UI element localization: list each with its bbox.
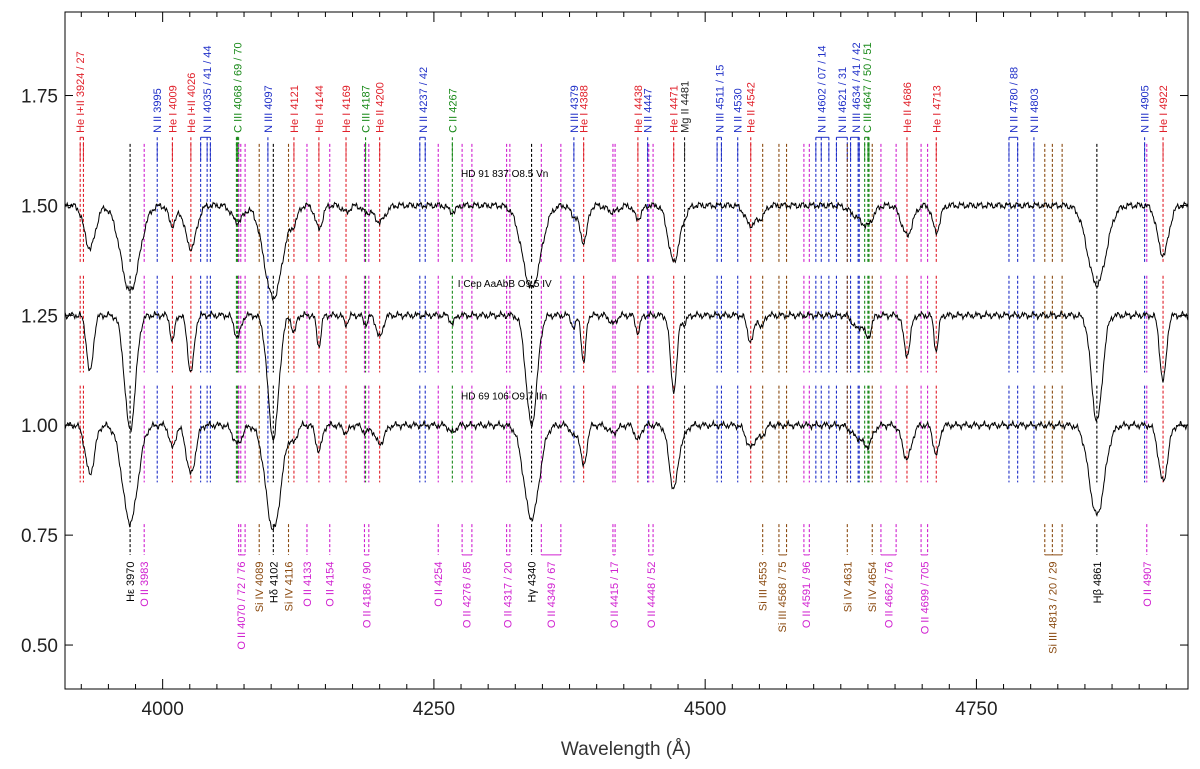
top-line-label: N II 4780 / 88 <box>1008 67 1020 133</box>
bottom-line-label: Si III 4813 / 20 / 29 <box>1047 562 1059 654</box>
bottom-line-label: O II 4154 <box>325 562 337 607</box>
top-line-label: He I 4169 <box>341 85 353 133</box>
top-line-label: C III 4187 <box>361 85 373 133</box>
line-marks-layer <box>79 136 1164 556</box>
top-line-label: N III 4634 / 41 / 42 <box>851 42 863 133</box>
bottom-line-label: Hε 3970 <box>125 562 137 602</box>
y-tick-label: 1.75 <box>21 87 58 108</box>
top-line-label: N II 4530 <box>733 88 745 133</box>
top-line-label: N II 4447 <box>643 88 655 133</box>
bottom-line-label: O II 4070 / 72 / 76 <box>236 562 248 650</box>
top-line-label: N III 4905 <box>1140 85 1152 133</box>
x-tick-label: 4500 <box>684 699 726 720</box>
top-line-label: N II 4803 <box>1029 88 1041 133</box>
bottom-line-label: O II 4276 / 85 <box>461 562 473 629</box>
series-label: I Cep AaAbB O9.5 IV <box>458 279 552 290</box>
top-line-label: He I 4009 <box>167 85 179 133</box>
series-label: HD 69 106 O9.7 IIn <box>461 392 547 403</box>
top-line-label: He I 4388 <box>579 85 591 133</box>
top-line-label: Mg II 4481 <box>680 81 692 133</box>
top-line-label: He I 4713 <box>931 85 943 133</box>
bottom-line-label: Si III 4553 <box>758 562 770 612</box>
bottom-line-label: O II 3983 <box>139 562 151 607</box>
top-line-label: He II 4542 <box>746 82 758 133</box>
top-line-label: N III 4097 <box>263 85 275 133</box>
bottom-line-label: O II 4448 / 52 <box>646 562 658 629</box>
top-line-label: N II 4602 / 07 / 14 <box>816 45 828 132</box>
bottom-line-label: Hβ 4861 <box>1092 562 1104 604</box>
top-line-label: He I 4438 <box>633 85 645 133</box>
spectrum-line <box>64 309 1189 442</box>
spectra-layer <box>64 200 1189 531</box>
x-tick-label: 4750 <box>955 699 997 720</box>
top-line-label: He II 4686 <box>902 82 914 133</box>
bottom-line-label: Si IV 4654 <box>867 562 879 613</box>
x-tick-label: 4250 <box>413 699 455 720</box>
top-line-label: C II 4267 <box>447 88 459 133</box>
y-tick-label: 1.25 <box>21 306 58 327</box>
bottom-line-label: Si IV 4089 <box>254 562 266 613</box>
y-tick-label: 1.00 <box>21 416 58 437</box>
plot-frame <box>64 11 1189 690</box>
series-label: HD 91 837 O8.5 Vn <box>461 169 548 180</box>
bottom-line-label: O II 4415 / 17 <box>609 562 621 629</box>
bottom-line-label: O II 4349 / 67 <box>546 562 558 629</box>
top-line-label: C III 4647 / 50 / 51 <box>862 42 874 133</box>
bottom-line-label: O II 4907 <box>1142 562 1154 607</box>
axes-layer <box>64 11 1189 690</box>
spectrum-line <box>64 200 1189 302</box>
x-axis-label: Wavelength (Å) <box>561 739 691 760</box>
bottom-line-label: Si III 4568 / 75 <box>777 562 789 633</box>
bottom-line-label: O II 4699 / 705 <box>919 562 931 635</box>
bottom-line-label: Hγ 4340 <box>527 562 539 603</box>
bottom-line-label: O II 4133 <box>302 562 314 607</box>
top-line-label: N II 3995 <box>152 88 164 133</box>
top-line-label: He I 4471 <box>669 85 681 133</box>
bottom-line-label: Si IV 4116 <box>284 562 296 612</box>
top-line-label: He II 4200 <box>375 82 387 133</box>
bottom-line-label: Si IV 4631 <box>842 562 854 613</box>
bottom-line-label: Hδ 4102 <box>268 562 280 604</box>
top-line-label: N II 4621 / 31 <box>837 67 849 133</box>
bottom-line-label: O II 4317 / 20 <box>503 562 515 629</box>
bottom-line-label: O II 4186 / 90 <box>362 562 374 629</box>
y-tick-label: 0.75 <box>21 526 58 547</box>
line-labels-layer: He I+II 3924 / 27 N II 3995 He I 4009 He I+… <box>75 42 1170 653</box>
spectrum-line <box>64 419 1189 531</box>
y-tick-label: 0.50 <box>21 636 58 657</box>
x-tick-label: 4000 <box>142 699 184 720</box>
bottom-line-label: O II 4254 <box>433 562 445 607</box>
bottom-line-label: O II 4662 / 76 <box>884 562 896 629</box>
top-line-label: He I 4922 <box>1158 85 1170 133</box>
y-tick-label: 1.50 <box>21 196 58 217</box>
top-line-label: N II 4237 / 42 <box>418 67 430 133</box>
top-line-label: N III 4511 / 15 <box>714 65 726 133</box>
ticks-layer: 0.50 0.75 1.00 1.25 1.50 1.75 4000 4250 4500 4750 <box>21 12 1188 720</box>
top-line-label: N II 4035 / 41 / 44 <box>202 45 214 132</box>
bottom-line-label: O II 4591 / 96 <box>801 562 813 629</box>
top-line-label: He I+II 4026 <box>186 73 198 133</box>
top-line-label: C III 4068 / 69 / 70 <box>233 42 245 133</box>
top-line-label: He I 4121 <box>289 85 301 133</box>
top-line-label: N III 4379 <box>569 85 581 133</box>
top-line-label: He I+II 3924 / 27 <box>75 51 87 133</box>
top-line-label: He I 4144 <box>314 85 326 133</box>
